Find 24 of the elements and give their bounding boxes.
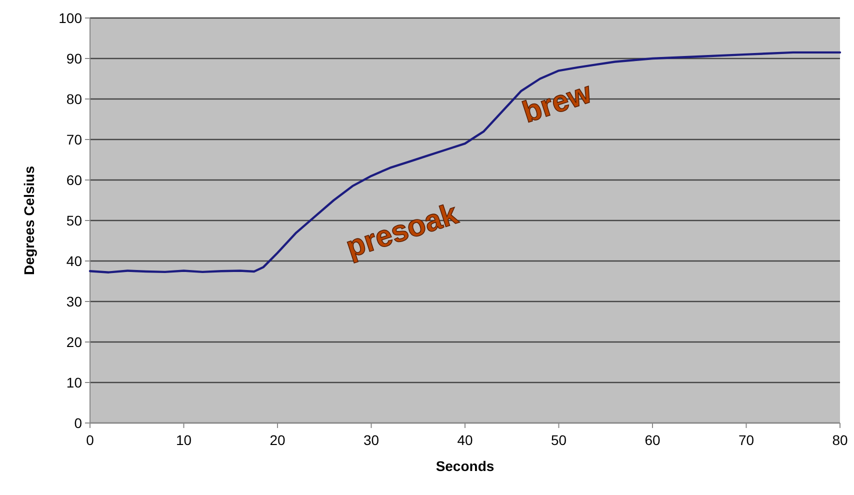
x-tick-label: 20	[270, 432, 286, 448]
y-tick-label: 70	[66, 131, 82, 148]
x-tick-label: 60	[644, 432, 660, 448]
y-tick-label: 30	[66, 293, 82, 310]
x-tick-label: 80	[832, 432, 848, 448]
x-tick-label: 70	[738, 432, 754, 448]
y-tick-label: 0	[74, 414, 82, 431]
y-tick-label: 10	[66, 374, 82, 390]
y-tick-label: 80	[66, 90, 82, 107]
x-axis-title: Seconds	[436, 458, 494, 474]
y-tick-label: 50	[66, 212, 82, 228]
y-tick-label: 90	[66, 50, 82, 66]
x-tick-label: 40	[457, 432, 473, 448]
y-tick-label: 60	[66, 172, 82, 188]
y-tick-label: 100	[58, 10, 82, 26]
y-axis-title: Degrees Celsius	[21, 166, 37, 275]
x-tick-label: 0	[86, 432, 94, 448]
y-tick-label: 40	[66, 252, 82, 269]
x-tick-label: 50	[550, 432, 567, 448]
x-tick-label: 10	[176, 432, 192, 448]
x-tick-label: 30	[363, 432, 380, 448]
annotation: brew	[518, 76, 596, 130]
line-series	[88, 51, 842, 274]
y-tick-label: 20	[66, 334, 82, 350]
